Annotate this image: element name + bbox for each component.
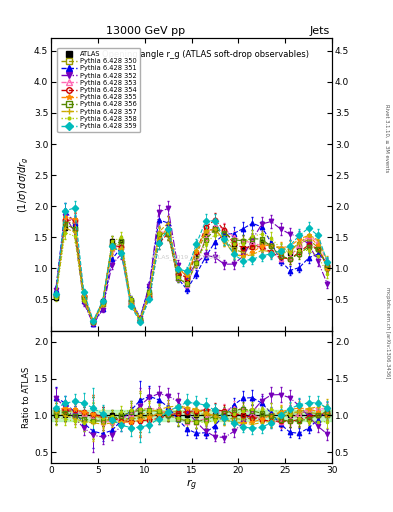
Text: Opening angle r_g (ATLAS soft-drop observables): Opening angle r_g (ATLAS soft-drop obser… bbox=[102, 50, 309, 59]
X-axis label: $r_g$: $r_g$ bbox=[186, 478, 197, 494]
Text: ATLAS_2019_I1772064: ATLAS_2019_I1772064 bbox=[151, 254, 221, 261]
Text: 13000 GeV pp: 13000 GeV pp bbox=[106, 26, 185, 36]
Legend: ATLAS, Pythia 6.428 350, Pythia 6.428 351, Pythia 6.428 352, Pythia 6.428 353, P: ATLAS, Pythia 6.428 350, Pythia 6.428 35… bbox=[57, 48, 140, 132]
Text: mcplots.cern.ch [arXiv:1306.3436]: mcplots.cern.ch [arXiv:1306.3436] bbox=[385, 287, 389, 378]
Text: Jets: Jets bbox=[310, 26, 330, 36]
Bar bbox=[51, 410, 332, 420]
Y-axis label: $(1/\sigma)\,d\sigma/dr_g$: $(1/\sigma)\,d\sigma/dr_g$ bbox=[17, 156, 31, 213]
Y-axis label: Ratio to ATLAS: Ratio to ATLAS bbox=[22, 366, 31, 428]
Text: Rivet 3.1.10, ≥ 3M events: Rivet 3.1.10, ≥ 3M events bbox=[385, 104, 389, 173]
